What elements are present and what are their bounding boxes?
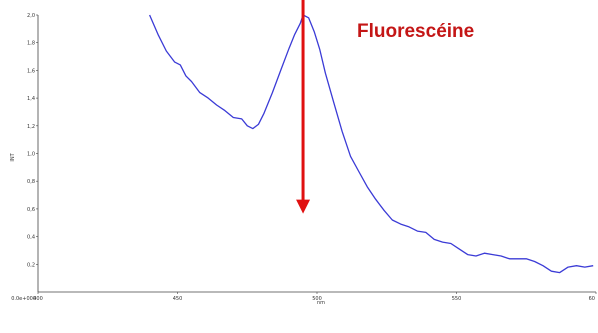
y-tick-label: 0,4 — [27, 235, 35, 241]
arrow-head — [296, 199, 311, 214]
x-tick-label: 400 — [33, 296, 43, 302]
origin-label: 0.0e+000 — [11, 296, 36, 302]
chart-annotations — [296, 0, 311, 214]
y-tick-label: 1,8 — [27, 41, 35, 47]
x-tick-label: 60 — [589, 296, 595, 302]
y-axis-ticks: 0,2 0,4 0,6 0,8 1,0 1,2 1,4 1,6 1,8 2,0 — [27, 13, 38, 268]
y-tick-label: 1,6 — [27, 68, 35, 74]
x-tick-label: 550 — [452, 296, 462, 302]
y-tick-label: 0,8 — [27, 179, 35, 185]
x-axis-ticks: 400 450 500 550 60 — [33, 292, 597, 302]
y-axis-label: INT — [10, 152, 16, 161]
y-tick-label: 1,0 — [27, 152, 35, 158]
x-axis-label: nm — [317, 300, 325, 306]
chart-series — [149, 14, 594, 274]
y-tick-label: 2,0 — [27, 13, 35, 19]
y-tick-label: 1,4 — [27, 96, 35, 102]
x-tick-label: 500 — [312, 296, 322, 302]
spectrum-line — [149, 14, 594, 274]
chart-title: Fluorescéine — [357, 21, 474, 42]
chart-axes — [37, 15, 596, 293]
y-tick-label: 1,2 — [27, 124, 35, 130]
y-tick-label: 0,2 — [27, 262, 35, 268]
y-tick-label: 0,6 — [27, 207, 35, 213]
x-tick-label: 450 — [173, 296, 183, 302]
